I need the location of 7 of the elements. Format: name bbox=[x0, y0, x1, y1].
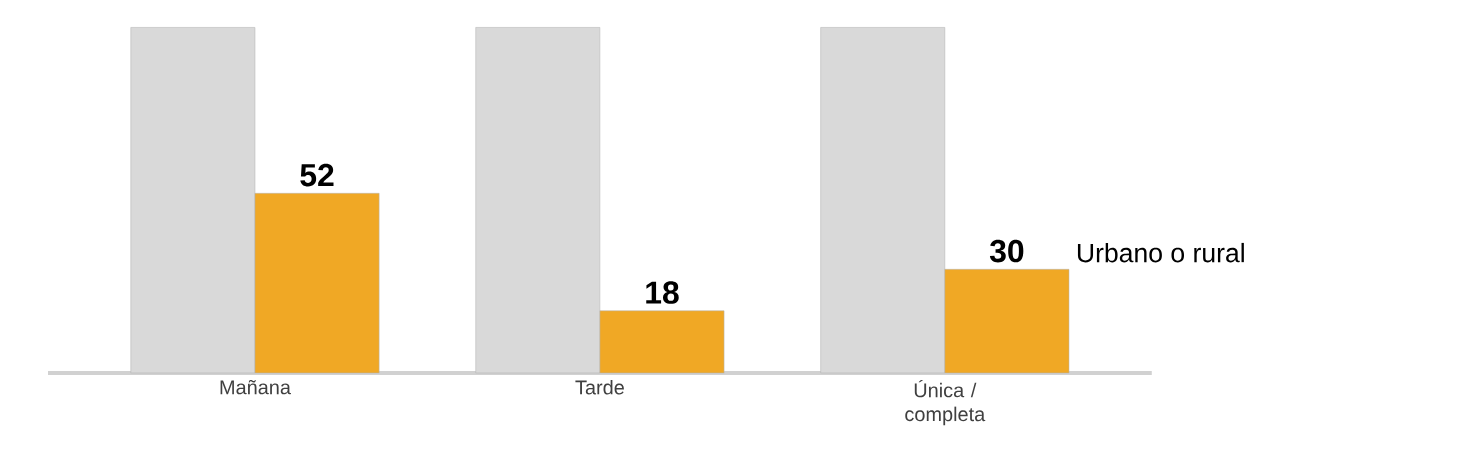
x-tick-label: Mañana bbox=[220, 379, 291, 395]
data-label: 52 bbox=[300, 163, 334, 187]
x-tick-label: Tarde bbox=[575, 379, 624, 395]
series-label: Urbano o rural bbox=[1077, 242, 1244, 263]
data-label: 30 bbox=[989, 239, 1024, 263]
x-tick-label: Única / completa bbox=[905, 379, 986, 426]
data-label: 18 bbox=[646, 281, 679, 304]
